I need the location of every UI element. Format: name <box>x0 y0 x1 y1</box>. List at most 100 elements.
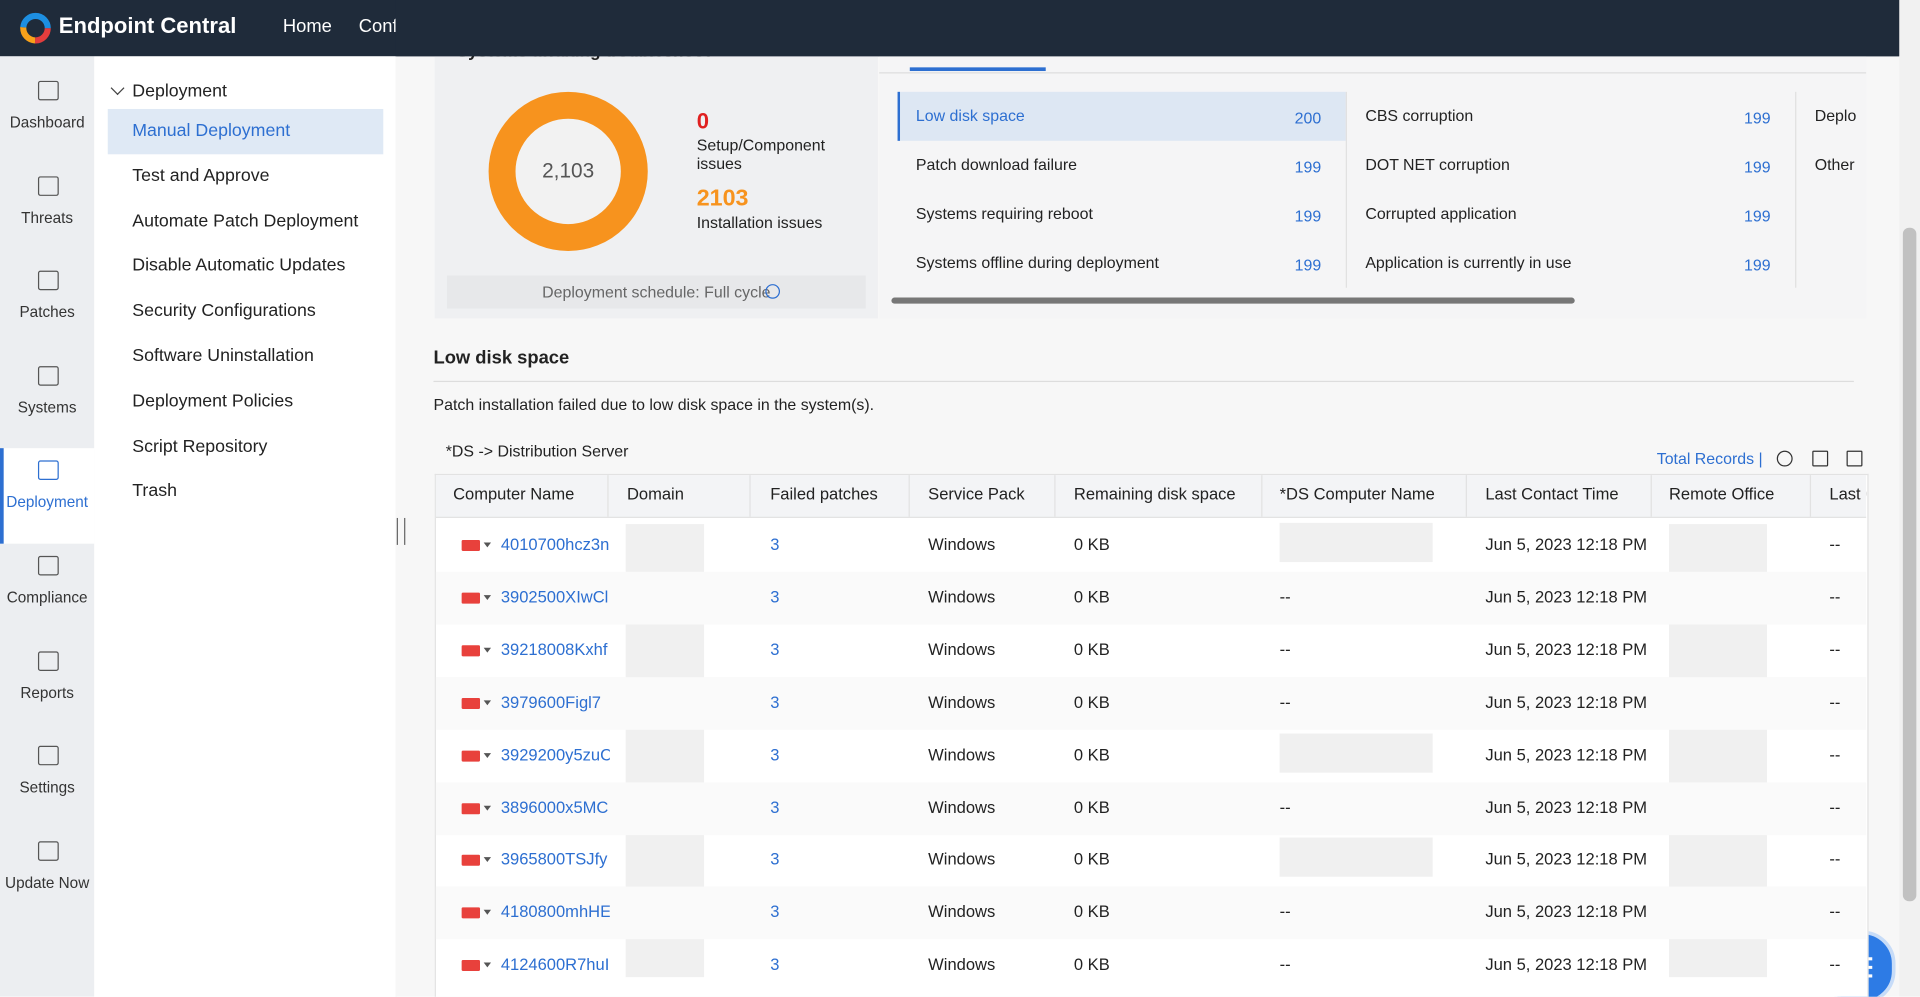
remaining-disk: 0 KB <box>1073 797 1110 817</box>
computer-name[interactable]: 39218008Kxhf <box>500 640 608 659</box>
sidebar-item[interactable]: Update Now <box>5 874 90 892</box>
table-tool[interactable] <box>1776 450 1793 467</box>
last-contact: Jun 5, 2023 12:18 PM <box>1485 902 1648 922</box>
subnav-item[interactable]: Automate Patch Deployment <box>132 211 359 231</box>
issue-label[interactable]: Systems requiring reboot <box>915 204 1093 223</box>
sidebar-item[interactable]: Dashboard <box>9 113 85 132</box>
issue-label[interactable]: Other <box>1814 155 1855 174</box>
failed-patches[interactable]: 3 <box>770 955 780 974</box>
sidebar-item[interactable]: Reports <box>20 683 74 702</box>
subnav-item[interactable]: Software Uninstallation <box>132 346 314 367</box>
section-desc: Patch installation failed due to low dis… <box>433 395 875 414</box>
issue-label[interactable]: Patch download failure <box>915 155 1077 174</box>
sidebar-icon <box>37 175 59 196</box>
subnav-item[interactable]: Test and Approve <box>132 166 270 186</box>
subnav-item[interactable]: Security Configurations <box>132 301 316 322</box>
sidebar-icon <box>37 365 59 386</box>
failed-patches[interactable]: 3 <box>770 692 780 712</box>
col-divider <box>1345 91 1347 288</box>
header-sep <box>1261 475 1263 517</box>
computer-name[interactable]: 4010700hcz3n <box>500 535 610 554</box>
column-header[interactable]: Last Contact Time <box>1485 484 1619 504</box>
issue-count[interactable]: 199 <box>1744 108 1771 128</box>
issue-label[interactable]: CBS corruption <box>1365 106 1474 125</box>
issue-count[interactable]: 199 <box>1294 157 1322 177</box>
column-header[interactable]: Domain <box>626 484 684 504</box>
computer-name[interactable]: 3902500XIwCl <box>500 587 609 606</box>
column-header[interactable]: Last C <box>1829 484 1866 504</box>
computer-name[interactable]: 3896000x5MC <box>500 797 609 817</box>
issue-label[interactable]: Deplo <box>1814 106 1857 125</box>
subnav-item[interactable]: Trash <box>132 481 177 502</box>
failed-patches[interactable]: 3 <box>770 745 780 764</box>
failed-patches[interactable]: 3 <box>770 535 780 554</box>
tab-underline <box>909 67 1046 72</box>
last-col: -- <box>1829 640 1841 659</box>
total-records[interactable]: Total Records | <box>1656 449 1763 468</box>
service-pack: Windows <box>928 850 996 869</box>
failed-patches[interactable]: 3 <box>770 640 780 659</box>
sidebar-active <box>0 448 95 545</box>
setup-count: 0 <box>696 108 710 134</box>
last-contact: Jun 5, 2023 12:18 PM <box>1485 587 1648 606</box>
pc-caret <box>483 910 492 916</box>
subnav-item[interactable]: Deployment Policies <box>132 391 294 412</box>
subnav-item[interactable]: Disable Automatic Updates <box>132 256 346 276</box>
issue-label[interactable]: Systems offline during deployment <box>915 253 1159 272</box>
sidebar-item[interactable]: Patches <box>19 303 75 322</box>
computer-name[interactable]: 3979600Figl7 <box>500 692 602 712</box>
column-header[interactable]: Failed patches <box>770 484 878 504</box>
donut <box>488 91 648 252</box>
column-header[interactable]: Remote Office <box>1668 484 1775 504</box>
issue-label[interactable]: Corrupted application <box>1365 204 1517 223</box>
computer-name[interactable]: 3965800TSJfy <box>500 850 608 869</box>
computer-name[interactable]: 3929200y5zuC <box>500 745 610 764</box>
issue-label[interactable]: Application is currently in use <box>1365 253 1572 272</box>
sidebar-item[interactable]: Threats <box>21 208 74 227</box>
last-col: -- <box>1829 535 1841 554</box>
failed-patches[interactable]: 3 <box>770 850 780 869</box>
sidebar-icon <box>37 80 59 101</box>
sidebar-item[interactable]: Deployment <box>6 493 88 512</box>
issue-count[interactable]: 199 <box>1294 206 1322 226</box>
subnav-item[interactable]: Manual Deployment <box>132 121 291 141</box>
issue-count[interactable]: 199 <box>1744 206 1771 226</box>
table-tool[interactable] <box>1846 450 1863 467</box>
issue-count[interactable]: 199 <box>1294 255 1322 275</box>
sidebar-item[interactable]: Compliance <box>6 588 88 607</box>
failed-patches[interactable]: 3 <box>770 902 780 922</box>
pc-caret <box>483 647 492 653</box>
ds-computer: -- <box>1279 797 1291 817</box>
last-col: -- <box>1829 692 1841 712</box>
service-pack: Windows <box>928 902 996 922</box>
sidebar-item[interactable]: Systems <box>17 398 77 417</box>
computer-name[interactable]: 4180800mhHE <box>500 902 610 922</box>
column-header[interactable]: Remaining disk space <box>1073 484 1236 504</box>
sidebar-icon <box>37 840 59 861</box>
nav-item[interactable]: Home <box>282 15 332 37</box>
subnav-heading: Deployment <box>132 82 227 102</box>
service-pack: Windows <box>928 955 996 974</box>
issue-count[interactable]: 200 <box>1294 108 1322 128</box>
column-header[interactable]: *DS Computer Name <box>1279 484 1435 504</box>
issue-label[interactable]: Low disk space <box>915 106 1025 125</box>
pc-caret <box>483 962 492 968</box>
donut-total: 2,103 <box>542 159 595 183</box>
column-header[interactable]: Service Pack <box>928 484 1025 504</box>
issue-count[interactable]: 199 <box>1744 157 1771 177</box>
row-stripe <box>435 886 1867 940</box>
failed-patches[interactable]: 3 <box>770 587 780 606</box>
issue-label[interactable]: DOT NET corruption <box>1365 155 1510 174</box>
pc-icon <box>461 540 481 552</box>
computer-name[interactable]: 4124600R7huI <box>500 955 610 974</box>
failed-patches[interactable]: 3 <box>770 797 780 817</box>
sidebar-item[interactable]: Settings <box>19 779 75 797</box>
subnav-item[interactable]: Script Repository <box>132 436 268 457</box>
issue-count[interactable]: 199 <box>1744 255 1771 275</box>
header-sep <box>1809 475 1812 517</box>
ds-computer: -- <box>1279 955 1291 974</box>
column-header[interactable]: Computer Name <box>453 484 575 504</box>
row-stripe <box>435 781 1867 835</box>
table-tool[interactable] <box>1812 450 1829 467</box>
